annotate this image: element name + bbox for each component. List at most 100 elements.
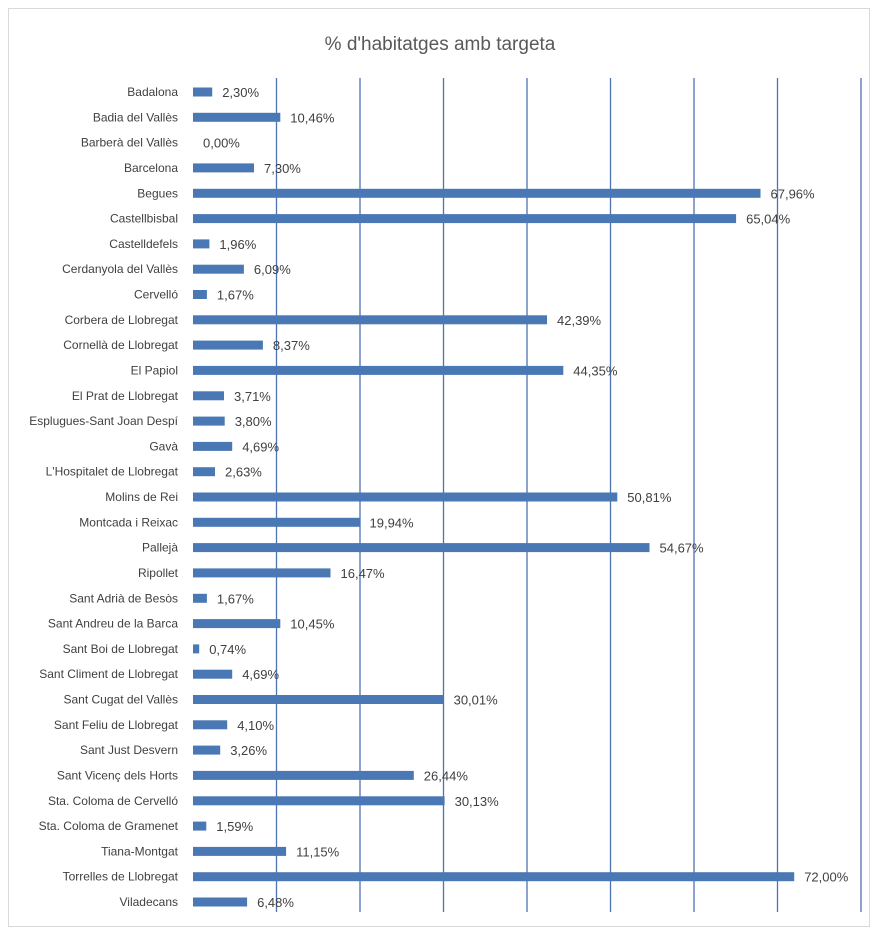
- value-label: 1,96%: [219, 237, 256, 252]
- category-label: Sta. Coloma de Gramenet: [39, 819, 179, 833]
- category-label: Montcada i Reixac: [79, 515, 178, 529]
- value-label: 42,39%: [557, 313, 602, 328]
- value-label: 10,45%: [290, 617, 335, 632]
- bar-29: [193, 821, 207, 831]
- bar-4: [193, 188, 761, 198]
- category-label: Cornellà de Llobregat: [63, 338, 178, 352]
- category-label: Cervelló: [134, 288, 178, 302]
- bar-16: [193, 492, 618, 502]
- value-label: 10,46%: [290, 110, 335, 125]
- category-label: Pallejà: [142, 541, 178, 555]
- category-label: Sant Climent de Llobregat: [39, 667, 178, 681]
- category-label: Sant Adrià de Besòs: [69, 591, 178, 605]
- category-label: Viladecans: [120, 895, 179, 909]
- category-label: El Prat de Llobregat: [72, 389, 179, 403]
- category-label: Molins de Rei: [105, 490, 178, 504]
- category-label: Cerdanyola del Vallès: [62, 262, 178, 276]
- category-label: Corbera de Llobregat: [65, 313, 179, 327]
- bar-7: [193, 264, 244, 274]
- value-label: 30,13%: [455, 794, 500, 809]
- bar-23: [193, 669, 233, 679]
- value-label: 3,26%: [230, 743, 267, 758]
- value-label: 3,80%: [235, 414, 272, 429]
- category-label: Sant Boi de Llobregat: [63, 642, 179, 656]
- value-label: 7,30%: [264, 161, 301, 176]
- value-label: 4,69%: [242, 667, 279, 682]
- bar-21: [193, 619, 281, 629]
- value-label: 72,00%: [804, 870, 849, 885]
- bar-20: [193, 593, 207, 603]
- value-label: 30,01%: [454, 693, 499, 708]
- value-label: 4,69%: [242, 439, 279, 454]
- value-label: 67,96%: [771, 186, 816, 201]
- category-label: Sant Just Desvern: [80, 743, 178, 757]
- value-label: 8,37%: [273, 338, 310, 353]
- bar-30: [193, 846, 287, 856]
- value-label: 6,48%: [257, 895, 294, 910]
- bar-9: [193, 315, 547, 325]
- value-label: 54,67%: [660, 541, 705, 556]
- category-label: Badalona: [127, 85, 178, 99]
- value-labels: 2,30% 10,46% 0,00% 7,30% 67,96% 65,04% 1,96% 6,…: [203, 85, 849, 910]
- value-label: 2,63%: [225, 465, 262, 480]
- value-label: 0,74%: [209, 642, 246, 657]
- value-label: 0,00%: [203, 136, 240, 151]
- category-label: Castellbisbal: [110, 212, 178, 226]
- bar-32: [193, 897, 248, 907]
- category-label: Castelldefels: [109, 237, 178, 251]
- value-label: 26,44%: [424, 768, 469, 783]
- category-label: Sant Andreu de la Barca: [48, 617, 178, 631]
- category-label: Torrelles de Llobregat: [63, 870, 179, 884]
- bar-22: [193, 644, 200, 654]
- bar-19: [193, 568, 331, 578]
- value-label: 4,10%: [237, 718, 274, 733]
- bar-10: [193, 340, 263, 350]
- bar-27: [193, 770, 414, 780]
- value-label: 16,47%: [341, 566, 386, 581]
- bar-6: [193, 239, 210, 249]
- category-label: Sant Feliu de Llobregat: [54, 718, 179, 732]
- category-label: Esplugues-Sant Joan Despí: [29, 414, 178, 428]
- category-label: Barcelona: [124, 161, 178, 175]
- bar-26: [193, 745, 221, 755]
- bar-0: [193, 87, 213, 97]
- value-label: 65,04%: [746, 212, 791, 227]
- bar-25: [193, 720, 228, 730]
- bar-15: [193, 467, 215, 477]
- value-label: 3,71%: [234, 389, 271, 404]
- category-labels: Badalona Badia del Vallès Barberà del Vall…: [29, 85, 178, 909]
- value-label: 1,59%: [216, 819, 253, 834]
- chart-title: % d'habitatges amb targeta: [325, 34, 556, 55]
- bar-1: [193, 112, 281, 122]
- value-label: 50,81%: [627, 490, 672, 505]
- category-label: L'Hospitalet de Llobregat: [46, 465, 179, 479]
- bars: [193, 87, 795, 907]
- value-label: 1,67%: [217, 288, 254, 303]
- bar-17: [193, 517, 360, 527]
- category-label: Begues: [137, 186, 178, 200]
- category-label: Sant Cugat del Vallès: [63, 693, 178, 707]
- bar-8: [193, 290, 207, 299]
- value-label: 11,15%: [296, 844, 340, 859]
- bar-28: [193, 796, 445, 806]
- value-label: 2,30%: [222, 85, 259, 100]
- category-label: Barberà del Vallès: [81, 136, 178, 150]
- category-label: Sant Vicenç dels Horts: [57, 768, 178, 782]
- value-label: 6,09%: [254, 262, 291, 277]
- bar-13: [193, 416, 225, 426]
- category-label: Ripollet: [138, 566, 179, 580]
- category-label: Tiana-Montgat: [101, 844, 179, 858]
- bar-3: [193, 163, 254, 173]
- bar-12: [193, 391, 224, 401]
- bar-18: [193, 543, 650, 553]
- value-label: 1,67%: [217, 591, 254, 606]
- category-label: Sta. Coloma de Cervelló: [48, 794, 178, 808]
- value-label: 19,94%: [370, 515, 415, 530]
- category-label: Badia del Vallès: [93, 110, 178, 124]
- bar-14: [193, 441, 233, 451]
- bar-24: [193, 695, 444, 704]
- bar-11: [193, 365, 564, 375]
- bar-31: [193, 872, 795, 882]
- chart-frame: [8, 8, 870, 927]
